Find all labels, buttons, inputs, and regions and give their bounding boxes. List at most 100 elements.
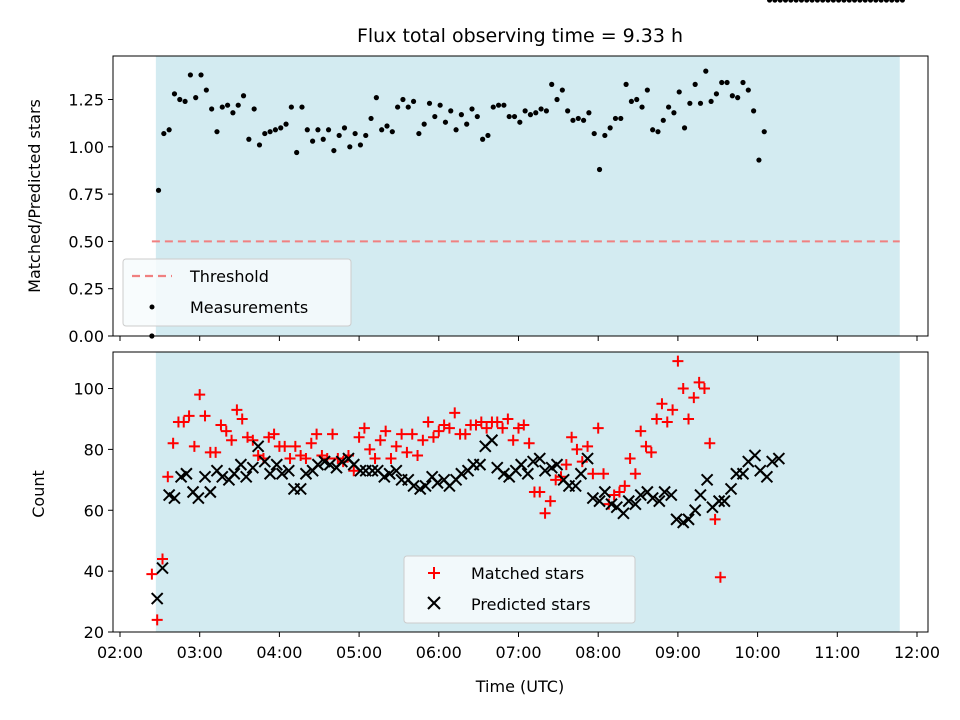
predicted-star-point (311, 458, 325, 471)
measurement-point (793, 0, 799, 3)
measurement-point (187, 72, 194, 78)
matched-star-point (412, 449, 424, 461)
measurement-point (485, 132, 491, 139)
measurement-point (426, 100, 433, 106)
predicted-star-point (239, 470, 253, 483)
x-tick-label: 04:00 (256, 643, 302, 662)
predicted-star-point (419, 479, 432, 493)
measurement-point (363, 132, 369, 139)
matched-star-point (396, 428, 408, 440)
measurement-point (501, 102, 507, 108)
measurement-point (602, 132, 608, 139)
predicted-star-point (574, 467, 588, 480)
measurement-point (517, 119, 523, 125)
measurement-point (671, 110, 677, 116)
predicted-star-point (772, 452, 786, 465)
bottom-ticks: 20 40 60 80 100 02:00 03:00 04:00 05:00 06:00 07:0… (73, 380, 940, 662)
measurement-point (867, 0, 874, 3)
matched-star-point (279, 440, 291, 452)
predicted-star-point (569, 479, 582, 493)
top-y-tick-label: 0.25 (68, 280, 104, 299)
measurement-point (267, 129, 273, 135)
measurement-point (469, 106, 475, 112)
predicted-star-point (407, 479, 420, 493)
bottom-legend-box (403, 555, 636, 624)
measurement-point (352, 130, 358, 137)
legend-matched-swatch (428, 567, 440, 579)
predicted-star-point (593, 494, 606, 508)
x-tick-label: 07:00 (495, 643, 541, 662)
measurement-point (825, 0, 831, 3)
measurement-point (756, 157, 762, 163)
measurement-point (703, 68, 709, 74)
chart-title: Flux total observing time = 9.33 h (357, 25, 683, 47)
matched-star-point (613, 486, 625, 498)
measurement-point (628, 98, 635, 105)
measurement-point (772, 0, 778, 3)
measurement-point (873, 0, 879, 3)
legend-predicted-swatch (427, 596, 441, 610)
measurement-point (240, 93, 247, 99)
measurement-point (612, 115, 619, 122)
matched-star-point (327, 428, 339, 440)
measurement-point (687, 100, 693, 106)
matched-star-point (348, 465, 360, 477)
matched-star-point (656, 398, 668, 410)
matched-star-point (236, 413, 248, 425)
matched-star-point (619, 480, 631, 492)
matched-star-point (560, 459, 572, 471)
matched-star-point (640, 440, 652, 452)
measurement-point (899, 0, 905, 3)
measurement-point (209, 106, 215, 112)
measurement-point (596, 166, 603, 173)
measurement-point (559, 87, 565, 93)
predicted-star-point (275, 467, 289, 480)
measurement-point (224, 102, 231, 108)
top-panel: 0.00 0.25 0.50 0.75 1.00 1.25 Matched/Predict… (25, 0, 929, 346)
measurement-point (798, 0, 805, 3)
predicted-star-point (216, 470, 229, 483)
predicted-star-point (646, 491, 659, 505)
predicted-star-point (180, 467, 193, 480)
predicted-star-point (431, 476, 444, 490)
top-frame (112, 55, 929, 337)
measurement-point (533, 110, 539, 116)
bottom-frame (112, 351, 929, 633)
measurement-point (325, 127, 332, 133)
measurement-point (437, 102, 443, 108)
measurement-point (251, 106, 257, 112)
measurement-point (511, 113, 518, 120)
matched-star-point (534, 486, 546, 498)
measurement-point (161, 130, 167, 137)
matched-star-point (374, 434, 386, 446)
measurement-point (883, 0, 890, 3)
measurement-point (203, 87, 209, 93)
predicted-star-point (251, 440, 265, 453)
measurement-point (400, 96, 406, 103)
measurement-point (719, 79, 725, 86)
top-y-tick-label: 1.00 (68, 138, 104, 157)
x-tick-label: 09:00 (655, 643, 701, 662)
matched-star-point (698, 383, 710, 395)
predicted-star-point (270, 458, 283, 471)
measurement-point (729, 93, 735, 99)
measurement-point (634, 96, 640, 103)
matched-star-point (714, 571, 726, 583)
measurement-point (495, 102, 502, 108)
measurement-point (565, 108, 571, 114)
predicted-star-point (526, 455, 540, 468)
predicted-star-point (390, 464, 403, 477)
matched-star-point (539, 507, 551, 519)
measurement-point (735, 95, 741, 101)
matched-star-point (162, 471, 174, 483)
measurement-point (320, 136, 326, 142)
measurement-point (246, 136, 252, 142)
predicted-star-point (634, 488, 647, 502)
measurement-point (442, 119, 449, 125)
matched-star-point (449, 407, 461, 419)
matched-star-point (645, 446, 657, 458)
matched-star-point (566, 431, 578, 443)
matched-star-point (167, 437, 179, 449)
top-y-tick-label: 0.75 (68, 185, 104, 204)
measurement-point (347, 144, 353, 150)
